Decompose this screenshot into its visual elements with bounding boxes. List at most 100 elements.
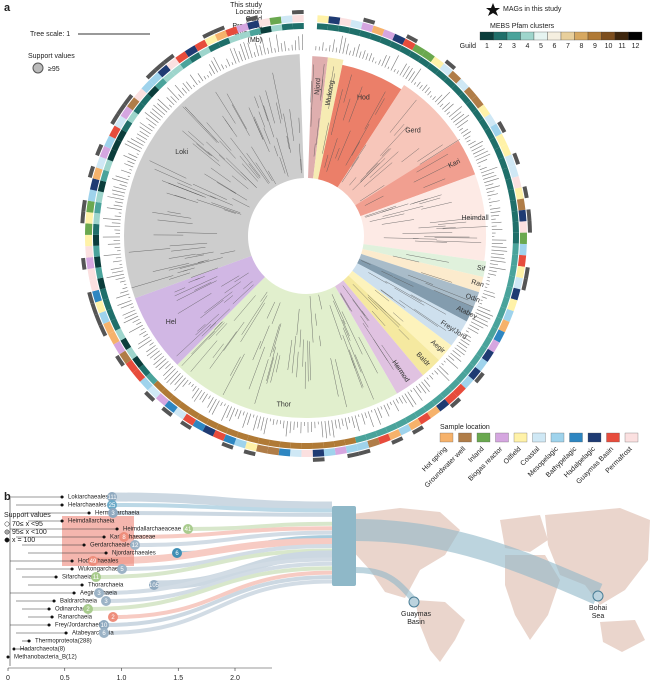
mags-legend: MAGs in this study [503, 6, 562, 13]
genome-bar [146, 345, 155, 352]
genome-bar [378, 408, 382, 418]
genome-bar [355, 415, 359, 431]
genome-bar [273, 419, 274, 425]
genome-bar [432, 373, 433, 375]
genome-bar [124, 284, 126, 285]
location-segment [317, 15, 329, 23]
guild-segment [344, 437, 356, 445]
genome-bar [127, 161, 134, 164]
genome-bar [120, 291, 128, 293]
genome-bar [379, 60, 381, 65]
guild-number: 4 [526, 43, 530, 50]
genome-bar [489, 201, 500, 203]
node-dot [28, 640, 31, 643]
genome-bar [275, 48, 276, 52]
genome-bar [140, 127, 151, 134]
taxon-name: Hadarchaeota(8) [20, 647, 65, 653]
support-symbol [5, 530, 9, 534]
guild-segment [508, 189, 516, 201]
support-symbol [33, 63, 43, 73]
guild-segment [293, 23, 304, 29]
genome-bar [204, 76, 206, 79]
location-segment [301, 450, 312, 457]
genome-bar [107, 208, 122, 210]
genome-bar [359, 52, 361, 58]
genome-bar [479, 303, 481, 304]
node-dot [7, 656, 10, 659]
genome-bar [224, 404, 225, 406]
genome-bar [487, 280, 490, 281]
genome-bar [481, 300, 483, 301]
genome-bar [485, 287, 487, 288]
genome-bar [198, 73, 203, 81]
taxon-name: Lokiarchaeales [68, 495, 108, 501]
guild-segment [93, 213, 100, 224]
genome-bar [209, 399, 216, 413]
this-study-segment [81, 200, 87, 212]
genome-bar [221, 64, 223, 69]
genome-bar [189, 382, 191, 385]
location-segment [511, 288, 521, 301]
node-dot [55, 576, 58, 579]
genome-bar [481, 167, 497, 173]
guild-segment [93, 224, 99, 235]
genome-bar [153, 105, 164, 115]
genome-bar [434, 371, 438, 375]
genome-bar [116, 176, 129, 180]
genome-bar [128, 176, 130, 177]
axis-tick-label: 1.5 [173, 675, 183, 682]
genome-bar [294, 422, 295, 430]
genome-bar [199, 80, 201, 83]
genome-bar [388, 67, 389, 69]
genome-bar [276, 35, 279, 52]
genome-bar [258, 416, 261, 428]
location-swatch [496, 433, 509, 442]
guild-segment [96, 191, 104, 203]
genome-bar [477, 159, 487, 163]
genome-bar [325, 421, 327, 438]
genome-bar [138, 337, 149, 344]
genome-bar [336, 48, 337, 53]
this-study-segment [523, 186, 529, 198]
clade-label: Thor [277, 401, 292, 408]
genome-bar [115, 202, 123, 203]
node-dot [116, 528, 119, 531]
location-segment [515, 187, 524, 199]
genome-bar [116, 278, 125, 280]
guild-segment [513, 233, 519, 244]
guild-number: 1 [485, 43, 489, 50]
genome-bar [422, 382, 430, 392]
genome-bar [476, 313, 491, 320]
genome-bar [112, 179, 128, 184]
guild-number: 8 [580, 43, 584, 50]
axis-tick-label: 1.0 [117, 675, 127, 682]
genome-bar [167, 88, 179, 100]
genome-bar [121, 304, 133, 309]
taxon-name: Frey/Jordarchaeia [55, 623, 104, 629]
location-segment [518, 255, 526, 267]
genome-bar [165, 369, 176, 380]
genome-bar [192, 388, 199, 398]
location-segment [86, 257, 94, 269]
genome-bar [323, 42, 324, 50]
guild-swatch [602, 32, 616, 40]
genome-bar [239, 51, 243, 61]
location-segment [85, 235, 92, 246]
site-label: Bohai [589, 605, 607, 612]
location-segment [279, 448, 291, 456]
location-swatch [551, 433, 564, 442]
this-study-segment [292, 10, 304, 14]
genome-bar [104, 254, 121, 256]
genome-bar [147, 348, 158, 356]
genome-bar [128, 297, 130, 298]
axis-tick-label: 0 [6, 675, 10, 682]
guild-segment [511, 254, 518, 265]
genome-bar [260, 45, 262, 55]
location-segment [245, 442, 258, 452]
location-swatch [440, 433, 453, 442]
genome-bar [140, 122, 153, 131]
location-swatch [607, 433, 620, 442]
genome-bar [488, 194, 498, 196]
guild-segment [509, 265, 517, 277]
node-dot [13, 648, 16, 651]
